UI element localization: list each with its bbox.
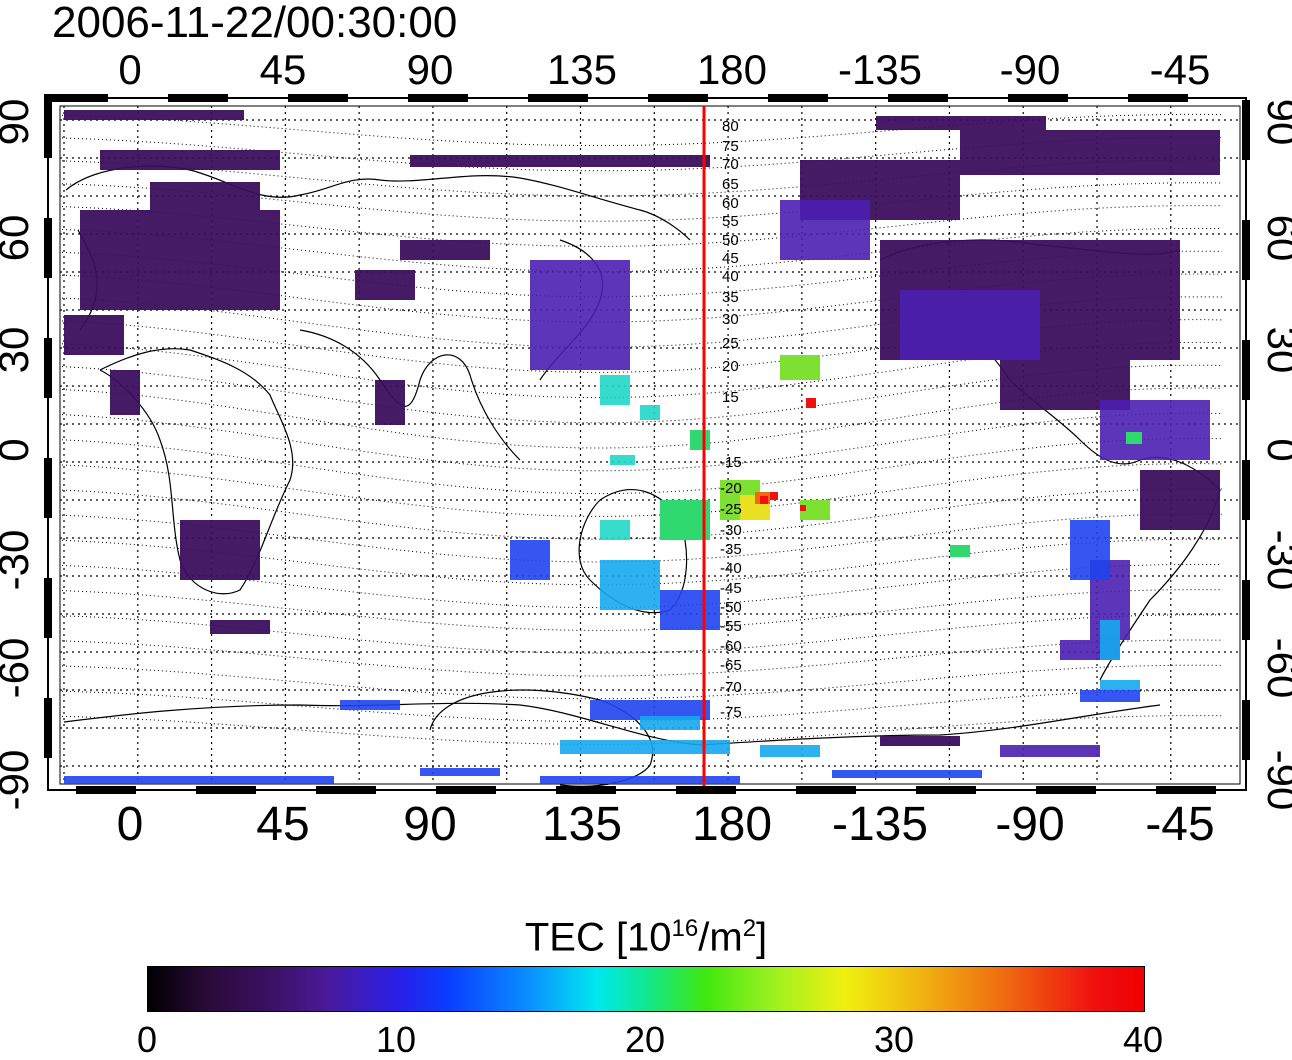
left-lat-label: 30 [0,327,37,374]
bottom-lon-label: -45 [1145,798,1214,851]
top-lon-label: -45 [1150,46,1211,93]
right-lat-label: 0 [1259,438,1292,461]
contour-label: -30 [720,522,742,539]
top-lon-label: 90 [407,46,454,93]
contour-label: -15 [720,454,742,471]
bottom-lon-label: 45 [256,798,309,851]
contour-label: 55 [722,213,739,230]
top-lon-label: -90 [1000,46,1061,93]
left-lat-label: -90 [0,750,37,811]
bottom-lon-label: -90 [995,798,1064,851]
contour-label: -70 [720,679,742,696]
bottom-lon-label: 135 [542,798,622,851]
contour-label: 50 [722,232,739,249]
contour-label: -60 [720,638,742,655]
contour-label: -45 [720,580,742,597]
colorbar-tick: 10 [375,1019,417,1060]
magnetic-contour [61,689,1223,723]
top-longitude-labels: 0 45 90 135 180 -135 -90 -45 [118,46,1210,93]
contour-label: 75 [722,138,739,155]
right-lat-label: -30 [1259,530,1292,591]
magnetic-contour [61,664,1223,700]
colorbar-tick: 30 [873,1019,915,1060]
contour-label: 20 [722,358,739,375]
bottom-longitude-labels: 0 45 90 135 180 -135 -90 -45 [117,798,1215,851]
bottom-lon-label: 180 [692,798,772,851]
top-lon-label: -135 [838,46,922,93]
contour-label: -25 [720,501,742,518]
contour-label: -35 [720,541,742,558]
magnetic-contour [61,463,1223,517]
left-lat-label: -60 [0,638,37,699]
right-lat-label: -60 [1259,638,1292,699]
left-lat-label: 90 [0,99,37,146]
contour-label: -50 [720,599,742,616]
timestamp-title: 2006-11-22/00:30:00 [52,0,458,47]
colorbar-tick: 0 [136,1019,158,1060]
contour-label: -65 [720,657,742,674]
left-latitude-labels: 90 60 30 0 -30 -60 -90 [0,99,37,811]
contour-label: 35 [722,289,739,306]
contour-label: 80 [722,118,739,135]
contour-label: 25 [722,335,739,352]
bottom-lon-label: -135 [832,798,928,851]
contour-label: 70 [722,156,739,173]
left-lat-label: 60 [0,215,37,262]
tec-map: 8075706560555045403530252015-15-20-25-30… [0,46,1292,851]
colorbar [147,966,1145,1012]
tec-data-patches [64,110,1220,784]
right-lat-label: 90 [1259,99,1292,146]
contour-label: 45 [722,250,739,267]
contour-label: 30 [722,311,739,328]
right-lat-label: -90 [1259,750,1292,811]
colorbar-tick: 20 [624,1019,666,1060]
left-lat-label: -30 [0,530,37,591]
contour-label: 15 [722,389,739,406]
colorbar-tick: 40 [1122,1019,1164,1060]
contour-label: -55 [720,618,742,635]
colorbar-title: TEC [1016/m2] [524,915,768,960]
contour-label: -20 [720,480,742,497]
contour-label: 40 [722,268,739,285]
magnetic-contour [61,437,1223,495]
right-lat-label: 30 [1259,327,1292,374]
top-lon-label: 135 [547,46,617,93]
contour-label: 65 [722,176,739,193]
bottom-lon-label: 90 [403,798,456,851]
right-latitude-labels: 90 60 30 0 -30 -60 -90 [1259,99,1292,811]
top-lon-label: 45 [260,46,307,93]
contour-label: -40 [720,560,742,577]
right-lat-label: 60 [1259,215,1292,262]
contour-label: 60 [722,195,739,212]
top-lon-label: 0 [118,46,141,93]
bottom-lon-label: 0 [117,798,144,851]
top-lon-label: 180 [697,46,767,93]
contour-label: -75 [720,704,742,721]
left-lat-label: 0 [0,438,37,461]
